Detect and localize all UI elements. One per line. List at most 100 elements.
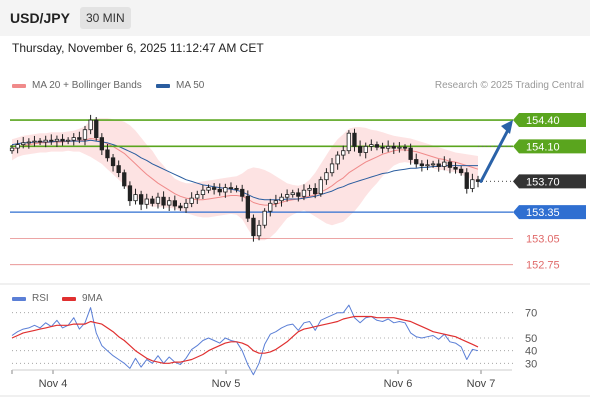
candle-body-up bbox=[223, 187, 228, 193]
candle-body-up bbox=[15, 144, 20, 149]
candle bbox=[211, 183, 217, 195]
candle-body-up bbox=[363, 145, 368, 153]
candle-body-down bbox=[296, 192, 301, 197]
bollinger-band-area bbox=[12, 118, 478, 241]
candle-body-up bbox=[262, 210, 267, 226]
candle-body-down bbox=[49, 139, 54, 142]
candle-body-up bbox=[88, 119, 93, 131]
candle-body-down bbox=[228, 187, 234, 190]
candle bbox=[352, 128, 357, 152]
candle bbox=[419, 160, 425, 172]
level-tag-label: 153.70 bbox=[526, 176, 560, 188]
candle-body-up bbox=[425, 164, 430, 167]
candle-body-up bbox=[54, 138, 60, 142]
level-tag-bg bbox=[513, 205, 586, 220]
candle-body-up bbox=[430, 163, 436, 166]
candle-body-down bbox=[217, 188, 222, 193]
candle-body-down bbox=[312, 187, 318, 195]
ma20-swatch bbox=[12, 83, 26, 88]
candle bbox=[307, 184, 312, 197]
candle-body-down bbox=[122, 172, 127, 187]
candle bbox=[144, 193, 149, 209]
candle-body-down bbox=[37, 140, 43, 143]
candle bbox=[43, 135, 48, 148]
candle-body-up bbox=[189, 197, 194, 204]
candle bbox=[256, 220, 262, 241]
candle bbox=[94, 116, 99, 141]
candle bbox=[363, 142, 368, 159]
candle bbox=[133, 188, 138, 205]
candle-body-up bbox=[442, 161, 447, 167]
candle-body-up bbox=[256, 224, 262, 237]
candle bbox=[284, 189, 290, 202]
candle bbox=[341, 145, 346, 160]
level-tag-bg bbox=[513, 139, 586, 154]
candle-body-down bbox=[408, 147, 413, 160]
candle bbox=[391, 142, 396, 154]
candle-body-up bbox=[183, 202, 189, 209]
candle bbox=[273, 194, 279, 208]
candle-body-down bbox=[240, 188, 245, 197]
legend-ma50: MA 50 bbox=[156, 80, 204, 91]
symbol-label: USD/JPY bbox=[10, 10, 70, 26]
forecast-arrow-line bbox=[479, 126, 511, 183]
candle bbox=[54, 135, 60, 147]
candle bbox=[88, 114, 93, 135]
candle-body-up bbox=[279, 196, 284, 202]
candle bbox=[296, 188, 301, 202]
candle bbox=[15, 140, 20, 154]
rsi-ma-line bbox=[11, 315, 479, 364]
candle bbox=[105, 143, 110, 162]
candle bbox=[447, 158, 453, 174]
candle-body-down bbox=[77, 137, 82, 140]
level-tag: 154.10 bbox=[513, 139, 586, 154]
level-tag-bg bbox=[513, 174, 586, 189]
legend-9ma: 9MA bbox=[62, 293, 103, 304]
forecast-arrow-head bbox=[501, 120, 513, 135]
candle bbox=[178, 202, 183, 211]
candle bbox=[301, 184, 307, 201]
candle-body-down bbox=[211, 187, 217, 190]
rsi-tick-label: 70 bbox=[525, 308, 537, 320]
ma50-line bbox=[11, 139, 478, 201]
candle-body-up bbox=[268, 202, 273, 212]
candle bbox=[228, 182, 234, 193]
candle-body-up bbox=[470, 179, 475, 189]
legend-ma20: MA 20 + Bollinger Bands bbox=[12, 80, 142, 91]
candle-body-down bbox=[357, 145, 363, 153]
level-label: 152.75 bbox=[526, 260, 560, 272]
rsi-ma-swatch bbox=[62, 296, 76, 301]
x-tick-label: Nov 5 bbox=[212, 378, 241, 390]
candle-body-down bbox=[380, 146, 385, 149]
level-label: 153.05 bbox=[526, 233, 560, 245]
candle bbox=[200, 185, 206, 200]
level-tag-label: 153.35 bbox=[526, 207, 560, 219]
candle bbox=[195, 190, 200, 204]
level-tag-bg bbox=[513, 113, 586, 128]
candle-body-down bbox=[99, 137, 104, 151]
candle-body-down bbox=[419, 163, 425, 167]
credit-label: Research © 2025 Trading Central bbox=[434, 80, 584, 91]
candle-body-up bbox=[82, 129, 88, 140]
interval-badge[interactable]: 30 MIN bbox=[80, 7, 131, 29]
candle bbox=[99, 133, 104, 156]
candle bbox=[279, 193, 284, 207]
candle-body-up bbox=[195, 194, 200, 199]
level-tag: 153.35 bbox=[513, 205, 586, 220]
candle bbox=[346, 130, 352, 154]
candle-body-down bbox=[127, 185, 133, 202]
ma20-line bbox=[11, 138, 479, 206]
candle-body-up bbox=[21, 142, 26, 146]
x-tick-label: Nov 6 bbox=[384, 378, 413, 390]
candle bbox=[77, 131, 82, 144]
candle-body-down bbox=[150, 198, 155, 204]
candle-body-up bbox=[369, 144, 374, 147]
candle bbox=[161, 191, 166, 209]
candle bbox=[312, 183, 318, 199]
candle bbox=[470, 173, 475, 193]
candle-body-up bbox=[385, 145, 391, 149]
candle-body-down bbox=[105, 149, 110, 159]
candle-body-up bbox=[206, 187, 211, 191]
candle-body-up bbox=[133, 194, 138, 202]
